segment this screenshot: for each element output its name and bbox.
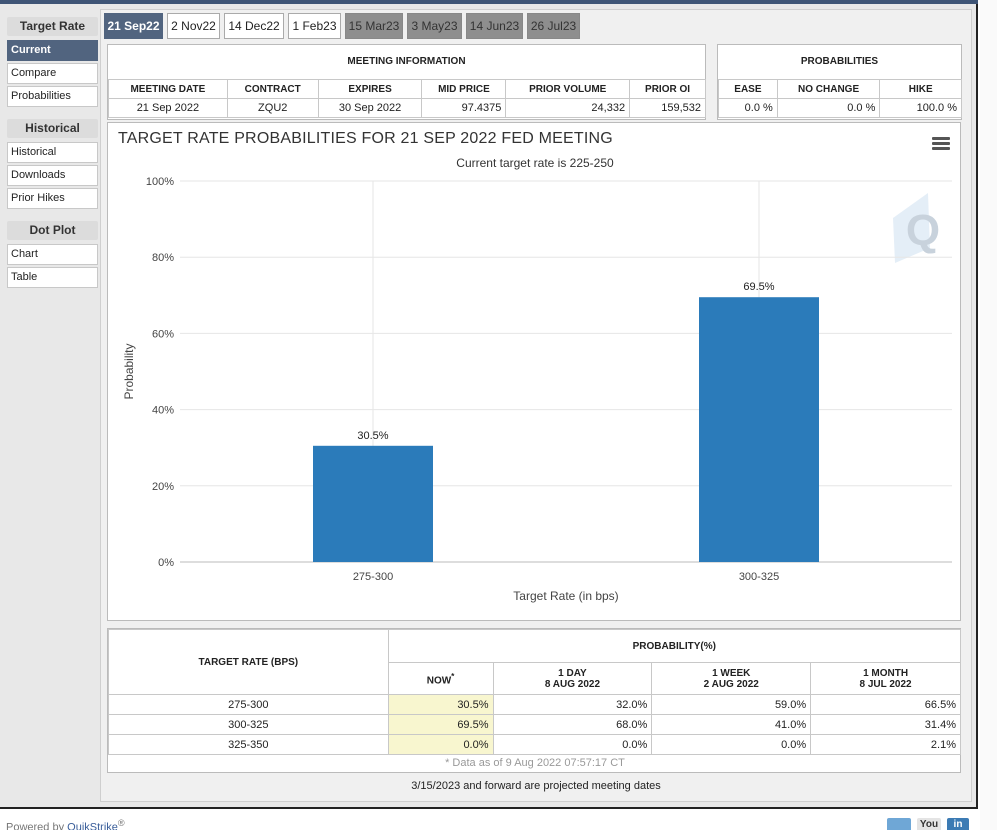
- header-mid-price: MID PRICE: [421, 79, 507, 99]
- y-tick-label: 20%: [152, 481, 174, 493]
- x-axis-title: Target Rate (in bps): [513, 589, 618, 603]
- sidebar-item-table[interactable]: Table: [7, 267, 98, 288]
- table-row: 300-325 69.5% 68.0% 41.0% 31.4%: [108, 714, 961, 735]
- now-cell: 69.5%: [387, 714, 494, 735]
- sidebar-heading-target-rate: Target Rate: [7, 17, 98, 36]
- hike-value: 100.0 %: [879, 98, 962, 118]
- sidebar-item-probabilities[interactable]: Probabilities: [7, 86, 98, 107]
- y-tick-label: 40%: [152, 405, 174, 417]
- meeting-information-box: MEETING INFORMATION MEETING DATE CONTRAC…: [107, 44, 706, 120]
- week-cell: 59.0%: [651, 694, 812, 715]
- header-1-month: 1 MONTH 8 JUL 2022: [810, 662, 961, 695]
- bar-275-300[interactable]: [313, 445, 433, 562]
- rate-cell: 275-300: [108, 694, 389, 715]
- now-cell: 30.5%: [387, 694, 494, 715]
- header-contract: CONTRACT: [226, 79, 319, 99]
- month-cell: 2.1%: [810, 734, 961, 755]
- probabilities-box: PROBABILITIES EASE NO CHANGE HIKE 0.0 % …: [717, 44, 962, 120]
- youtube-icon[interactable]: You: [917, 818, 941, 830]
- y-tick-label: 60%: [152, 328, 174, 340]
- projected-dates-note: 3/15/2023 and forward are projected meet…: [411, 780, 661, 792]
- rate-cell: 325-350: [108, 734, 389, 755]
- day-cell: 32.0%: [492, 694, 653, 715]
- header-meeting-date: MEETING DATE: [108, 79, 228, 99]
- header-no-change: NO CHANGE: [776, 79, 881, 99]
- sidebar-item-historical[interactable]: Historical: [7, 142, 98, 163]
- prior-oi-value: 159,532: [629, 98, 706, 118]
- tab-15-mar23[interactable]: 15 Mar23: [345, 13, 403, 39]
- tab-14-jun23[interactable]: 14 Jun23: [466, 13, 523, 39]
- x-tick-label: 300-325: [739, 571, 779, 583]
- probability-table-box: TARGET RATE (BPS) PROBABILITY(%) NOW* 1 …: [107, 628, 962, 773]
- prior-volume-value: 24,332: [505, 98, 631, 118]
- month-cell: 66.5%: [810, 694, 961, 715]
- meeting-date-value: 21 Sep 2022: [108, 98, 228, 118]
- top-bar: [0, 0, 978, 4]
- mid-price-value: 97.4375: [421, 98, 507, 118]
- week-cell: 0.0%: [651, 734, 812, 755]
- bar-value-label: 30.5%: [357, 430, 388, 442]
- y-tick-label: 80%: [152, 252, 174, 264]
- header-probability-pct: PROBABILITY(%): [387, 629, 962, 663]
- probability-chart: TARGET RATE PROBABILITIES FOR 21 SEP 202…: [107, 122, 961, 621]
- week-cell: 41.0%: [651, 714, 812, 735]
- powered-by: Powered by QuikStrike®: [6, 818, 125, 830]
- data-as-of-footnote: * Data as of 9 Aug 2022 07:57:17 CT: [445, 757, 625, 769]
- tab-14-dec22[interactable]: 14 Dec22: [224, 13, 284, 39]
- tab-2-nov22[interactable]: 2 Nov22: [167, 13, 220, 39]
- sidebar-item-prior-hikes[interactable]: Prior Hikes: [7, 188, 98, 209]
- now-cell: 0.0%: [387, 734, 494, 755]
- meeting-information-table: MEETING DATE CONTRACT EXPIRES MID PRICE …: [108, 79, 706, 118]
- quikstrike-link[interactable]: QuikStrike: [67, 821, 118, 830]
- tab-3-may23[interactable]: 3 May23: [407, 13, 462, 39]
- bar-300-325[interactable]: [699, 297, 819, 562]
- expires-value: 30 Sep 2022: [317, 98, 423, 118]
- header-target-rate-bps: TARGET RATE (BPS): [108, 629, 389, 695]
- tab-21-sep22[interactable]: 21 Sep22: [104, 13, 163, 39]
- hamburger-menu-icon[interactable]: [932, 137, 950, 151]
- ease-value: 0.0 %: [718, 98, 778, 118]
- probabilities-table: EASE NO CHANGE HIKE 0.0 % 0.0 % 100.0 %: [718, 79, 962, 118]
- header-hike: HIKE: [879, 79, 962, 99]
- sidebar-item-downloads[interactable]: Downloads: [7, 165, 98, 186]
- header-prior-volume: PRIOR VOLUME: [505, 79, 631, 99]
- table-row: 275-300 30.5% 32.0% 59.0% 66.5%: [108, 694, 961, 715]
- x-tick-label: 275-300: [353, 571, 393, 583]
- tab-26-jul23[interactable]: 26 Jul23: [527, 13, 580, 39]
- header-prior-oi: PRIOR OI: [629, 79, 706, 99]
- table-row: 325-350 0.0% 0.0% 0.0% 2.1%: [108, 734, 961, 755]
- day-cell: 0.0%: [492, 734, 653, 755]
- no-change-value: 0.0 %: [776, 98, 881, 118]
- watermark-letter: Q: [906, 206, 940, 255]
- quikstrike-watermark-icon: Q: [893, 193, 940, 263]
- y-tick-label: 100%: [146, 176, 174, 188]
- chart-svg: Q 0% 20% 40% 60% 80% 100% 30.5% 275-300 69.5% 300…: [122, 176, 952, 603]
- sidebar-heading-historical: Historical: [7, 119, 98, 138]
- twitter-icon[interactable]: [887, 818, 911, 830]
- scroll-gutter: [980, 0, 997, 830]
- sidebar-item-compare[interactable]: Compare: [7, 63, 98, 84]
- meeting-information-title: MEETING INFORMATION: [347, 56, 466, 67]
- contract-value: ZQU2: [226, 98, 319, 118]
- header-expires: EXPIRES: [317, 79, 423, 99]
- sidebar-item-chart[interactable]: Chart: [7, 244, 98, 265]
- chart-title: TARGET RATE PROBABILITIES FOR 21 SEP 202…: [118, 130, 613, 147]
- probabilities-title: PROBABILITIES: [800, 56, 879, 67]
- rate-cell: 300-325: [108, 714, 389, 735]
- sidebar-item-current[interactable]: Current: [7, 40, 98, 61]
- header-1-day: 1 DAY 8 AUG 2022: [492, 662, 653, 695]
- header-now: NOW*: [387, 662, 494, 695]
- chart-subtitle: Current target rate is 225-250: [456, 156, 614, 170]
- day-cell: 68.0%: [492, 714, 653, 735]
- sidebar-heading-dot-plot: Dot Plot: [7, 221, 98, 240]
- probability-table: TARGET RATE (BPS) PROBABILITY(%) NOW* 1 …: [108, 629, 962, 755]
- y-axis-title: Probability: [122, 343, 136, 399]
- y-tick-label: 0%: [158, 557, 174, 569]
- header-1-week: 1 WEEK 2 AUG 2022: [651, 662, 812, 695]
- bar-value-label: 69.5%: [743, 281, 774, 293]
- tab-1-feb23[interactable]: 1 Feb23: [288, 13, 341, 39]
- linkedin-icon[interactable]: in: [947, 818, 969, 830]
- month-cell: 31.4%: [810, 714, 961, 735]
- header-ease: EASE: [718, 79, 778, 99]
